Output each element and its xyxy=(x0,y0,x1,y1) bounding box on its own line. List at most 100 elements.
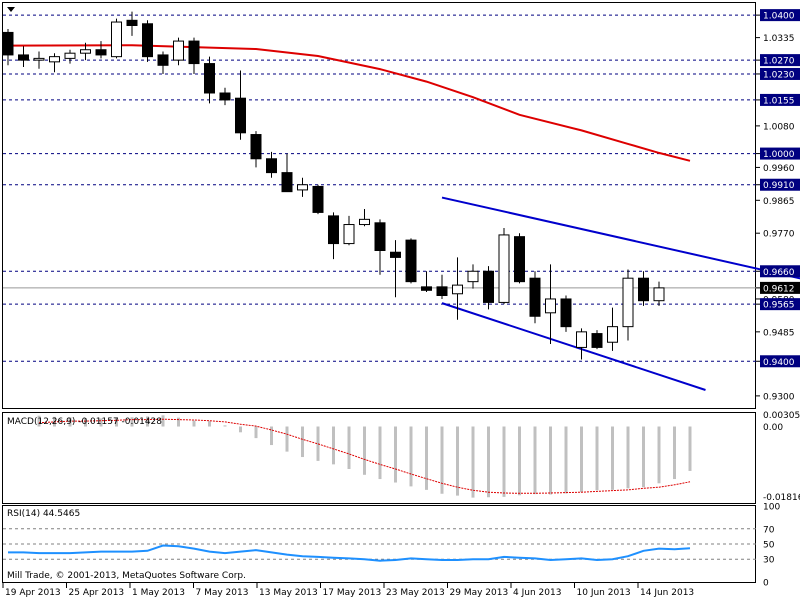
price-label-box xyxy=(760,355,800,368)
rsi-scale-label: 100 xyxy=(763,503,780,513)
candle-body xyxy=(607,326,618,343)
macd-signal-line xyxy=(38,418,691,494)
macd-title: MACD(12,26,9) -0.01157 -0.01428 xyxy=(7,417,162,427)
candle-body xyxy=(328,215,339,245)
price-label: 0.9565 xyxy=(763,301,795,311)
rsi-scale-label: 30 xyxy=(763,556,775,566)
candle-body xyxy=(436,286,448,297)
candle-body xyxy=(235,97,246,134)
candle-body xyxy=(514,236,525,283)
price-pane-frame xyxy=(2,2,756,409)
price-label: 0.9960 xyxy=(763,164,795,174)
candles xyxy=(2,11,665,360)
price-label-box xyxy=(760,93,800,106)
candle-body xyxy=(560,298,572,328)
macd-scale-label: 0.00 xyxy=(763,423,783,433)
rsi-line xyxy=(8,544,691,562)
time-label: 29 May 2013 xyxy=(450,588,509,598)
trendline xyxy=(441,302,706,391)
time-label: 14 Jun 2013 xyxy=(640,588,694,598)
trend-channel xyxy=(441,196,800,391)
price-label: 1.0155 xyxy=(763,96,795,106)
price-label: 0.9910 xyxy=(763,181,795,191)
candle-body xyxy=(576,331,587,348)
price-label: 0.9300 xyxy=(763,392,795,402)
candle-body xyxy=(219,92,231,101)
candle-body xyxy=(405,239,417,283)
candle-body xyxy=(297,184,308,191)
candle-body xyxy=(312,185,324,213)
candle-body xyxy=(374,222,386,252)
candle-body xyxy=(281,172,293,193)
price-label: 0.9612 xyxy=(763,284,795,294)
time-label: 10 Jun 2013 xyxy=(577,588,631,598)
price-label-box xyxy=(760,178,800,191)
candle-body xyxy=(591,333,603,348)
price-label: 1.0400 xyxy=(763,12,795,22)
price-label: 1.0335 xyxy=(763,34,795,44)
candle-body xyxy=(173,40,184,61)
rsi-scale-label: 70 xyxy=(763,525,775,535)
candle-body xyxy=(390,251,401,258)
candle-body xyxy=(111,21,122,58)
trendline xyxy=(441,196,800,280)
price-label-box xyxy=(760,281,800,294)
moving-average xyxy=(7,44,691,162)
candle-body xyxy=(266,158,277,174)
price-label: 0.9485 xyxy=(763,328,795,338)
price-label: 0.9865 xyxy=(763,197,795,207)
candle-body xyxy=(638,277,649,302)
price-label-box xyxy=(760,147,800,160)
time-label: 19 Apr 2013 xyxy=(5,588,61,598)
candle-body xyxy=(498,234,510,303)
copyright-text: Mill Trade, © 2001-2013, MetaQuotes Soft… xyxy=(7,571,246,581)
candle-body xyxy=(64,52,76,59)
candle-body xyxy=(483,270,494,303)
candle-body xyxy=(157,54,169,66)
price-label-box xyxy=(760,9,800,22)
candle-body xyxy=(467,270,479,283)
candle-body xyxy=(49,56,60,63)
price-label: 0.9770 xyxy=(763,230,795,240)
price-label: 1.0270 xyxy=(763,57,795,67)
time-label: 7 May 2013 xyxy=(196,588,249,598)
time-label: 23 May 2013 xyxy=(386,588,445,598)
macd-pane: 0.00305 0.00 -0.01816 xyxy=(37,411,800,503)
candle-body xyxy=(204,63,215,94)
price-label: 0.9400 xyxy=(763,358,795,368)
price-label-box xyxy=(760,265,800,278)
price-label: 1.0230 xyxy=(763,70,795,80)
candle-body xyxy=(452,284,463,295)
price-label-box xyxy=(760,54,800,67)
candle-body xyxy=(421,286,432,291)
candle-body xyxy=(80,49,91,54)
price-label-box xyxy=(760,67,800,80)
moving-average-line xyxy=(7,44,691,162)
candle-body xyxy=(343,224,355,245)
triangle-down-icon xyxy=(7,7,15,12)
candle-body xyxy=(126,19,138,26)
candle-body xyxy=(250,134,262,160)
time-label: 25 Apr 2013 xyxy=(69,588,125,598)
candle-body xyxy=(142,23,153,58)
candle-body xyxy=(18,54,29,61)
macd-scale-label: -0.01816 xyxy=(763,493,800,503)
price-label: 1.0080 xyxy=(763,122,795,132)
rsi-scale-label: 50 xyxy=(763,541,775,551)
candle-body xyxy=(188,40,200,65)
candle-body xyxy=(2,31,14,56)
candle-body xyxy=(622,277,634,328)
candle-body xyxy=(359,218,370,226)
rsi-title: RSI(14) 44.5465 xyxy=(7,509,80,519)
candle-body xyxy=(95,49,107,56)
candle-body xyxy=(529,277,541,317)
price-label: 0.9660 xyxy=(763,268,795,278)
price-label: 1.0000 xyxy=(763,150,795,160)
time-label: 4 Jun 2013 xyxy=(513,588,561,598)
price-axis: 1.0400 1.0335 1.0270 1.0230 1.0155 1.0080 1.00… xyxy=(756,9,800,402)
candle-body xyxy=(33,57,45,61)
time-label: 13 May 2013 xyxy=(259,588,318,598)
candle-body xyxy=(545,298,556,314)
rsi-pane: 100 70 50 30 0 xyxy=(3,503,780,589)
